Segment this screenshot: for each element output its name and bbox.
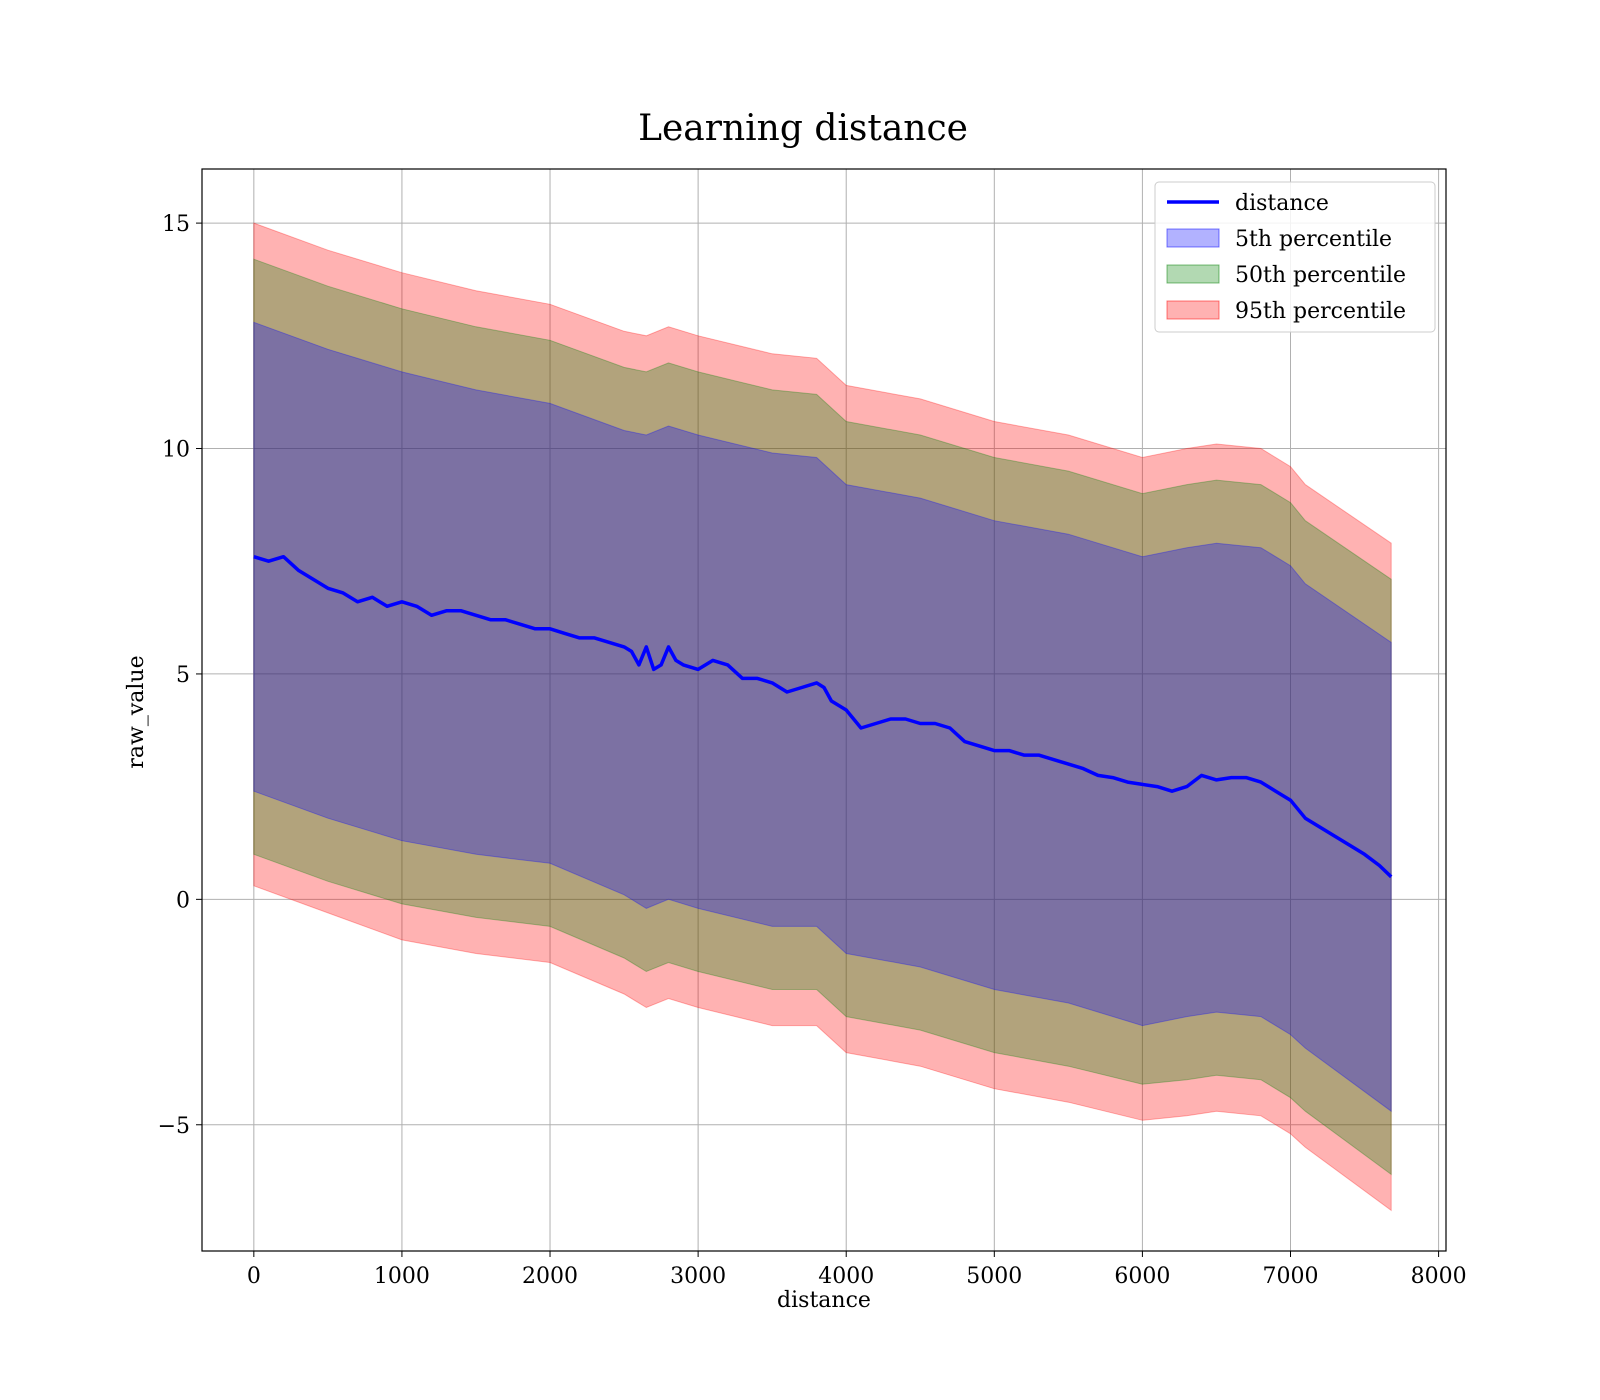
y-tick-label: 15	[162, 212, 190, 237]
legend-swatch	[1166, 300, 1220, 320]
x-tick-label: 7000	[1263, 1264, 1319, 1289]
legend-swatch	[1166, 228, 1220, 248]
grid	[202, 169, 1446, 1251]
y-tick-label: 5	[176, 663, 190, 688]
legend-label: 50th percentile	[1235, 263, 1406, 288]
y-tick-label: 0	[176, 888, 190, 913]
axis-ticks: 0 1000 2000 3000 4000 5000 6000 7000 8000 −5 0 5 10 1…	[158, 212, 1467, 1289]
x-tick-label: 6000	[1114, 1264, 1170, 1289]
chart-title: Learning distance	[638, 108, 968, 149]
percentile-bands	[253, 222, 1392, 1212]
series-lines	[253, 554, 1393, 879]
band-50th-percentile	[253, 258, 1392, 1176]
line-distance	[253, 554, 1393, 879]
legend-label: 95th percentile	[1235, 299, 1406, 324]
legend-swatch	[1166, 264, 1220, 284]
legend-label: distance	[1235, 191, 1329, 216]
x-axis-label: distance	[777, 1288, 871, 1313]
plot-area-frame	[201, 168, 1447, 1252]
x-tick-label: 2000	[522, 1264, 578, 1289]
legend: distance 5th percentile 50th percentile 95t…	[1154, 181, 1436, 333]
y-tick-label: −5	[158, 1114, 190, 1139]
x-tick-label: 0	[247, 1264, 261, 1289]
legend-label: 5th percentile	[1235, 227, 1392, 252]
y-axis-label: raw_value	[124, 655, 149, 768]
y-tick-label: 10	[162, 438, 190, 463]
x-tick-label: 5000	[966, 1264, 1022, 1289]
x-tick-label: 1000	[374, 1264, 430, 1289]
legend-box	[1154, 181, 1436, 333]
band-5th-percentile	[253, 321, 1392, 1113]
x-tick-label: 8000	[1411, 1264, 1467, 1289]
x-tick-label: 4000	[818, 1264, 874, 1289]
x-tick-label: 3000	[670, 1264, 726, 1289]
band-95th-percentile	[253, 222, 1392, 1212]
